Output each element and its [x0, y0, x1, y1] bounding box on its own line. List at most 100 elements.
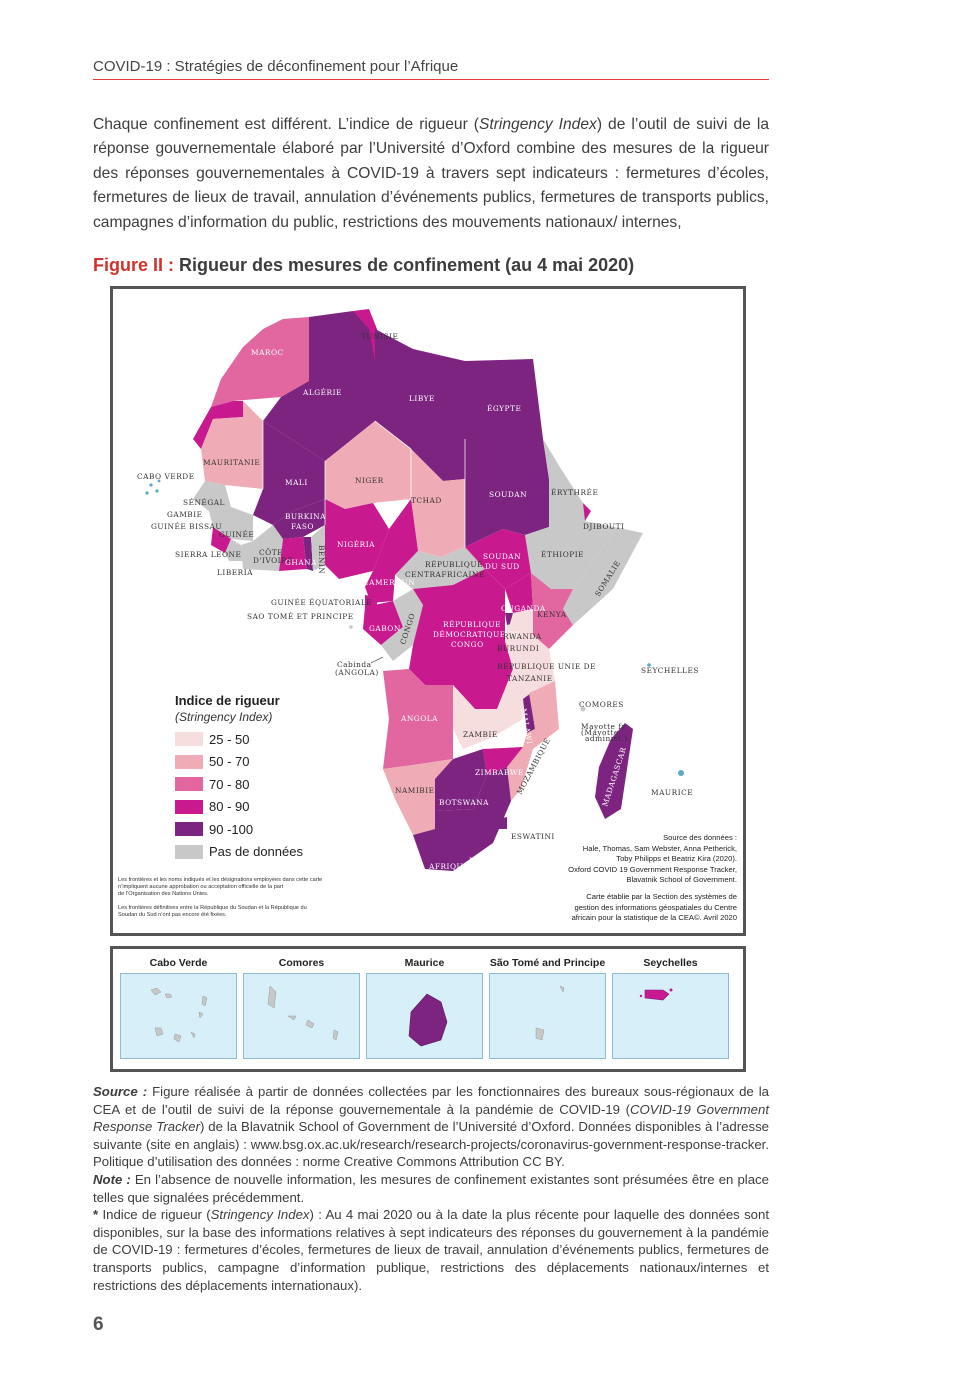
label-maroc: MAROC [251, 348, 284, 357]
legend-swatch [175, 799, 203, 814]
inset-sao-tome: São Tomé and Principe [489, 957, 606, 1059]
label-nigeria: NIGÉRIA [337, 540, 375, 549]
label-cabinda: Cabinda [337, 660, 372, 669]
region-ghana [279, 537, 307, 571]
label-rdc-2: DÉMOCRATIQUE DU [433, 630, 522, 639]
label-ouganda: OUGANDA [501, 604, 546, 613]
label-lesotho: LESOTHO [469, 856, 511, 865]
region-maroc [211, 317, 309, 407]
figure-label: Figure II : [93, 255, 174, 275]
region-libye [375, 329, 465, 481]
inset-comores-map [267, 985, 339, 1041]
inset-seychelles-map [639, 988, 673, 1001]
region-soudan-du-sud [465, 529, 531, 589]
inset-cabo-verde: Cabo Verde [120, 957, 237, 1059]
legend-item: Pas de données [175, 841, 303, 864]
label-angola-note: (ANGOLA) [335, 668, 379, 677]
label-kenya: KENYA [537, 610, 567, 619]
region-cameroun [365, 499, 418, 603]
label-mauritanie: MAURITANIE [203, 458, 260, 467]
region-niger [325, 421, 411, 509]
label-gambie: GAMBIE [167, 510, 203, 519]
region-angola [383, 669, 453, 769]
label-egypte: ÉGYPTE [487, 404, 521, 413]
legend-item: 90 -100 [175, 818, 303, 841]
legend-item: 50 - 70 [175, 751, 303, 774]
label-cabo-verde: CABO VERDE [137, 472, 195, 481]
region-afrique-du-sud [413, 767, 511, 871]
region-cote-divoire [241, 525, 283, 571]
label-angola: ANGOLA [400, 714, 438, 723]
label-ghana: GHANA [285, 558, 317, 567]
label-rdc-3: CONGO [451, 640, 484, 649]
stringency-note: * Indice de rigueur (Stringency Index) :… [93, 1207, 769, 1293]
map-credits: Source des données : Hale, Thomas, Sam W… [568, 833, 737, 923]
label-gabon: GABON [369, 624, 401, 633]
region-botswana [435, 749, 487, 811]
region-rdc [409, 569, 513, 709]
label-cameroun: CAMEROUN [363, 578, 415, 587]
region-erythree [543, 439, 583, 503]
inset-sao-tome-map [535, 985, 565, 1041]
region-benin [311, 525, 325, 571]
region-mozambique [507, 681, 559, 801]
label-djibouti: DJIBOUTI [583, 522, 625, 531]
map-disclaimer: Les frontières et les noms indiqués et l… [118, 877, 323, 918]
label-mayotte-2: (Mayotte [581, 728, 619, 737]
label-burundi: BURUNDI [497, 644, 539, 653]
label-senegal: SÉNÉGAL [183, 498, 225, 507]
label-seychelles: SEYCHELLES [641, 666, 699, 675]
label-afrique-sud-2: DU SUD [435, 872, 470, 881]
label-tunisie: TUNISIE [361, 332, 398, 341]
region-comores [580, 706, 586, 712]
intro-paragraph: Chaque confinement est différent. L’indi… [93, 116, 770, 231]
label-comores: COMORES [579, 700, 624, 709]
legend-swatch [175, 844, 203, 859]
running-header: COVID-19 : Stratégies de déconfinement p… [93, 58, 769, 80]
map-legend: Indice de rigueur (Stringency Index) 25 … [175, 693, 303, 863]
legend-item: 25 - 50 [175, 728, 303, 751]
region-senegal [193, 481, 231, 511]
label-rwanda: RWANDA [503, 632, 542, 641]
label-eswatini: ESWATINI [511, 832, 555, 841]
region-nigeria [325, 499, 389, 579]
region-liberia [225, 539, 243, 561]
region-sierra-leone [211, 527, 231, 553]
label-tchad: TCHAD [411, 496, 442, 505]
inset-maurice-map [408, 993, 448, 1047]
region-tanzanie [505, 609, 555, 693]
region-eswatini [499, 817, 507, 829]
region-togo [303, 537, 313, 571]
legend-swatch [175, 732, 203, 747]
africa-map-figure: MAROC TUNISIE ALGÉRIE LIBYE ÉGYPTE MAURI… [110, 286, 746, 936]
country-borders [262, 420, 466, 547]
region-guinee-eq [365, 595, 377, 607]
region-burkina [273, 499, 325, 539]
label-zambie: ZAMBIE [463, 730, 498, 739]
region-sahara-occ [193, 401, 243, 449]
legend-item: 70 - 80 [175, 773, 303, 796]
region-zimbabwe [483, 747, 523, 775]
region-kenya [531, 573, 573, 649]
legend-swatch [175, 754, 203, 769]
legend-swatch [175, 822, 203, 837]
region-maurice [678, 770, 684, 776]
label-rdc-1: RÉPUBLIQUE [443, 620, 501, 629]
label-soudan: SOUDAN [489, 490, 527, 499]
cabinda-pointer [370, 656, 384, 664]
label-sao-tome: SAO TOMÉ ET PRINCIPE [247, 612, 354, 621]
label-guinee: GUINÉE [219, 530, 254, 539]
region-congo [381, 589, 423, 661]
region-somalie [563, 521, 643, 625]
label-mayotte-1: Mayotte fr. [581, 722, 628, 731]
label-burkina-1: BURKINA [285, 512, 326, 521]
label-burkina-2: FASO [291, 522, 314, 531]
label-liberia: LIBERIA [217, 568, 253, 577]
africa-map: MAROC TUNISIE ALGÉRIE LIBYE ÉGYPTE MAURI… [137, 309, 699, 881]
legend-subtitle: (Stringency Index) [175, 710, 273, 724]
label-zimbabwe: ZIMBABWE [475, 768, 524, 777]
region-lesotho [465, 835, 479, 847]
source-note: Source : Figure réalisée à partir de don… [93, 1084, 770, 1170]
legend-swatch [175, 777, 203, 792]
label-sierra-leone: SIERRA LEONE [175, 550, 241, 559]
